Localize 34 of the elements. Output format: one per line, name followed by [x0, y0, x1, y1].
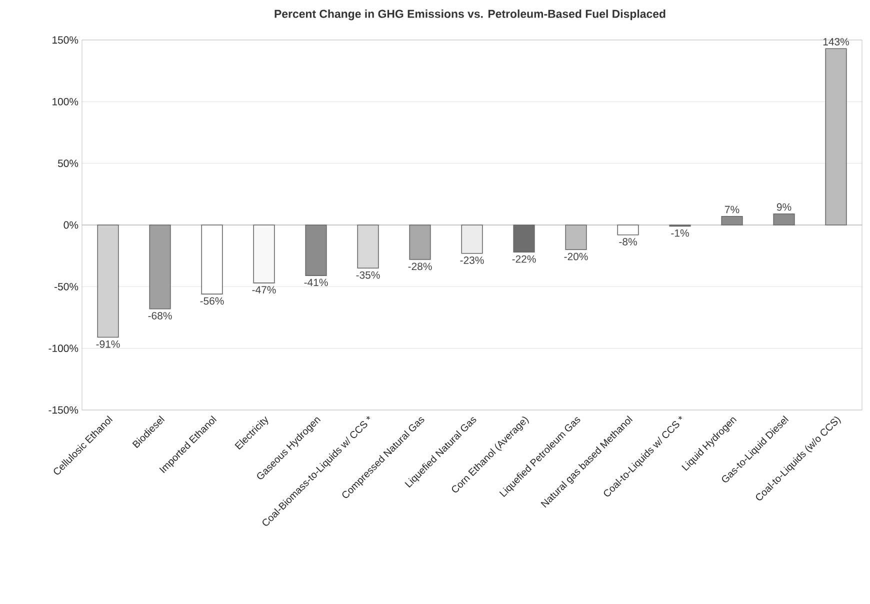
chart-title: Percent Change in GHG Emissions vs. Petroleum-Based Fuel Displaced [274, 10, 666, 20]
data-label: -35% [356, 271, 380, 279]
bar [513, 224, 535, 253]
bar [357, 224, 379, 269]
y-tick-label: -150% [48, 406, 78, 414]
bar [97, 224, 119, 338]
data-label: 9% [776, 203, 792, 211]
y-tick-label: -100% [48, 344, 78, 352]
data-label: -56% [200, 297, 224, 305]
data-label: -20% [564, 252, 588, 260]
bar [201, 224, 223, 294]
data-label: -41% [304, 278, 328, 286]
bar [617, 224, 639, 236]
data-label: -23% [460, 256, 484, 264]
bar [149, 224, 171, 310]
data-label: 7% [724, 206, 740, 214]
bar [565, 224, 587, 250]
data-label: -68% [148, 312, 172, 320]
data-label: 143% [823, 38, 850, 46]
data-label: -1% [671, 229, 689, 237]
y-tick-label: 0% [64, 221, 78, 229]
bar [461, 224, 483, 254]
bar [409, 224, 431, 260]
bar [253, 224, 275, 284]
data-label: -22% [512, 255, 536, 263]
data-label: -47% [252, 286, 276, 294]
data-label: -8% [619, 238, 637, 246]
y-tick-label: 50% [58, 160, 78, 168]
data-label: -28% [408, 262, 432, 270]
y-tick-label: 100% [52, 98, 78, 106]
data-label: -91% [96, 340, 120, 348]
bar [825, 48, 847, 226]
y-tick-label: 150% [52, 36, 78, 44]
y-tick-label: -50% [54, 282, 78, 290]
